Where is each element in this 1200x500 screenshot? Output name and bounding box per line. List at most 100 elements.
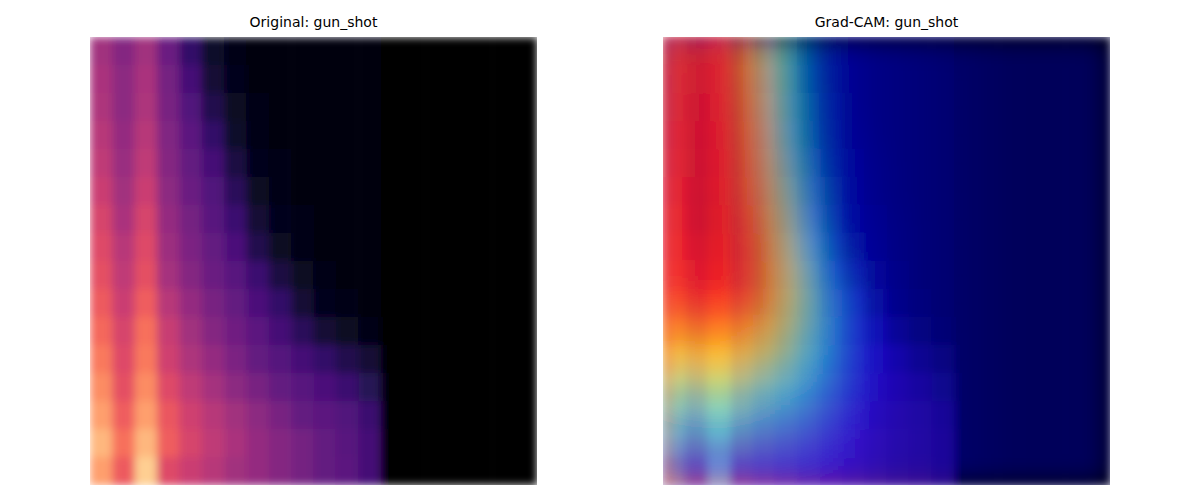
heatmap-cell xyxy=(708,317,731,346)
heatmap-cell xyxy=(224,317,247,346)
heatmap-cell xyxy=(663,233,686,262)
heatmap-cell xyxy=(752,373,775,402)
heatmap-cell xyxy=(797,233,820,262)
heatmap-cell xyxy=(1065,289,1088,318)
heatmap-cell xyxy=(663,401,686,430)
heatmap-cell xyxy=(1088,149,1110,178)
heatmap-cell xyxy=(708,457,731,485)
heatmap-cell xyxy=(1043,429,1066,458)
heatmap-cell xyxy=(775,65,798,94)
heatmap-cell xyxy=(954,233,977,262)
heatmap-cell xyxy=(90,149,113,178)
heatmap-cell xyxy=(663,457,686,485)
heatmap-cell xyxy=(864,93,887,122)
heatmap-cell xyxy=(797,373,820,402)
heatmap-cell xyxy=(1088,149,1110,178)
heatmap-cell xyxy=(931,401,954,430)
heatmap-cell xyxy=(1043,317,1066,346)
heatmap-cell xyxy=(819,65,842,94)
heatmap-cell xyxy=(976,205,999,234)
heatmap-cell xyxy=(135,121,158,150)
heatmap-cell xyxy=(425,37,448,66)
heatmap-cell xyxy=(998,317,1021,346)
heatmap-cell xyxy=(685,149,708,178)
heatmap-cell xyxy=(1088,177,1110,206)
heatmap-cell xyxy=(730,121,753,150)
heatmap-cell xyxy=(90,345,113,374)
heatmap-cell xyxy=(90,65,113,94)
heatmap-cell xyxy=(954,289,977,318)
heatmap-cell xyxy=(752,65,775,94)
heatmap-cell xyxy=(752,93,775,122)
heatmap-cell xyxy=(492,149,515,178)
heatmap-cell xyxy=(976,121,999,150)
heatmap-cell xyxy=(752,317,775,346)
heatmap-cell xyxy=(179,93,202,122)
heatmap-cell xyxy=(1021,373,1044,402)
heatmap-cell xyxy=(954,345,977,374)
heatmap-cell xyxy=(775,93,798,122)
heatmap-cell xyxy=(336,149,359,178)
heatmap-cell xyxy=(470,233,493,262)
heatmap-cell xyxy=(797,345,820,374)
heatmap-cell xyxy=(819,177,842,206)
heatmap-cell xyxy=(998,205,1021,234)
heatmap-cell xyxy=(663,65,686,94)
heatmap-cell xyxy=(90,289,113,318)
heatmap-cell xyxy=(775,289,798,318)
heatmap-cell xyxy=(775,457,798,485)
heatmap-cell xyxy=(336,429,359,458)
heatmap-cell xyxy=(775,65,798,94)
heatmap-cell xyxy=(403,373,426,402)
heatmap-cell xyxy=(358,457,381,485)
heatmap-cell xyxy=(135,345,158,374)
heatmap-cell xyxy=(1065,345,1088,374)
heatmap-cell xyxy=(842,429,865,458)
heatmap-cell xyxy=(954,93,977,122)
heatmap-cell xyxy=(1065,401,1088,430)
heatmap-cell xyxy=(842,177,865,206)
heatmap-cell xyxy=(179,401,202,430)
heatmap-cell xyxy=(492,177,515,206)
heatmap-cell xyxy=(954,177,977,206)
heatmap-cell xyxy=(685,149,708,178)
heatmap-cell xyxy=(797,37,820,66)
heatmap-cell xyxy=(1021,233,1044,262)
heatmap-cell xyxy=(775,121,798,150)
heatmap-cell xyxy=(752,345,775,374)
heatmap-cell xyxy=(1021,205,1044,234)
heatmap-cell xyxy=(246,345,269,374)
heatmap-cell xyxy=(708,37,731,66)
heatmap-cell xyxy=(1021,261,1044,290)
heatmap-cell xyxy=(685,233,708,262)
heatmap-cell xyxy=(246,261,269,290)
heatmap-cell xyxy=(1043,401,1066,430)
heatmap-cell xyxy=(269,149,292,178)
heatmap-cell xyxy=(381,177,404,206)
heatmap-cell xyxy=(425,65,448,94)
heatmap-cell xyxy=(708,177,731,206)
heatmap-cell xyxy=(1043,149,1066,178)
heatmap-cell xyxy=(492,93,515,122)
heatmap-cell xyxy=(708,205,731,234)
heatmap-cell xyxy=(1088,289,1110,318)
heatmap-cell xyxy=(998,205,1021,234)
heatmap-cell xyxy=(909,289,932,318)
heatmap-cell xyxy=(135,261,158,290)
heatmap-cell xyxy=(112,177,135,206)
heatmap-cell xyxy=(157,65,180,94)
heatmap-cell xyxy=(314,457,337,485)
heatmap-cell xyxy=(909,345,932,374)
heatmap-cell xyxy=(730,457,753,485)
heatmap-cell xyxy=(403,401,426,430)
heatmap-cell xyxy=(179,345,202,374)
heatmap-cell xyxy=(909,373,932,402)
heatmap-cell xyxy=(775,149,798,178)
heatmap-cell xyxy=(998,289,1021,318)
heatmap-cell xyxy=(797,93,820,122)
heatmap-cell xyxy=(842,457,865,485)
heatmap-cell xyxy=(775,289,798,318)
heatmap-cell xyxy=(998,457,1021,485)
heatmap-cell xyxy=(157,261,180,290)
heatmap-cell xyxy=(887,289,910,318)
